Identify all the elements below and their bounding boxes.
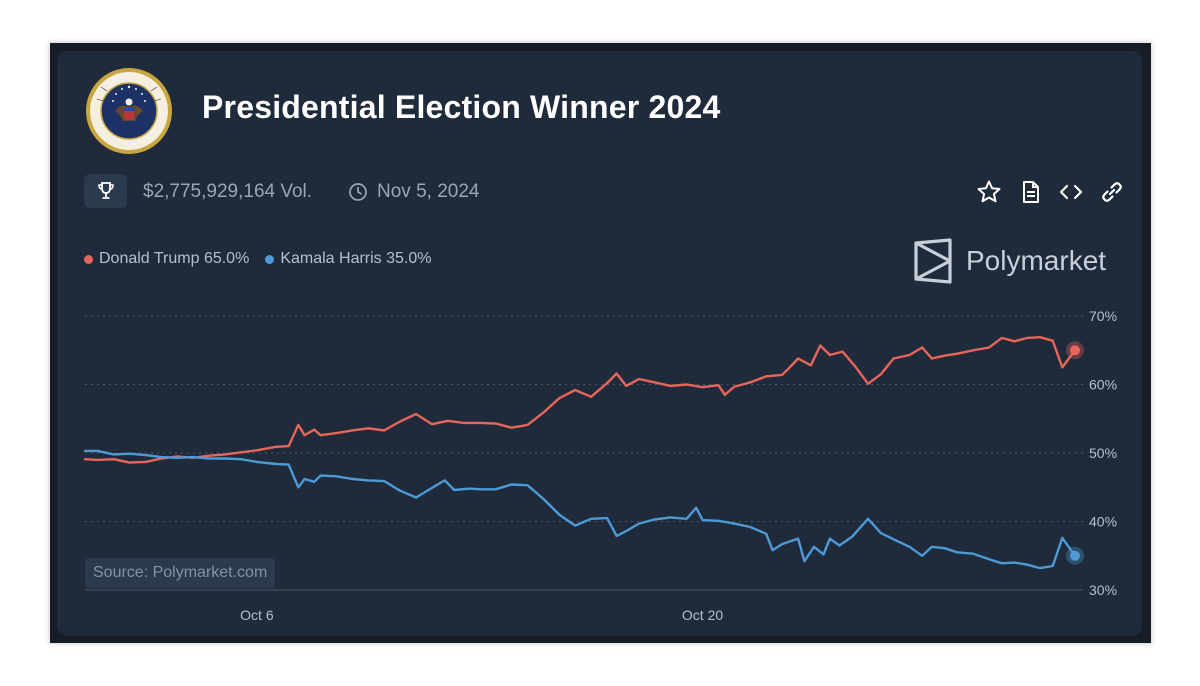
- end-marker-harris: [1070, 550, 1080, 561]
- volume-badge: [84, 174, 127, 208]
- chart-legend: Donald Trump 65.0% Kamala Harris 35.0%: [84, 250, 447, 268]
- page-title: Presidential Election Winner 2024: [202, 89, 721, 125]
- polymarket-logo-icon: [914, 238, 952, 284]
- brand-name: Polymarket: [966, 245, 1107, 276]
- series-line-trump: [83, 336, 1077, 464]
- brand-logo: Polymarket: [912, 236, 1106, 286]
- y-tick-label: 70%: [1089, 308, 1117, 324]
- market-card: Presidential Election Winner 2024 $2,775…: [57, 51, 1142, 636]
- document-icon[interactable]: [1018, 179, 1044, 205]
- y-tick-label: 30%: [1089, 582, 1117, 598]
- source-label: Source: Polymarket.com: [85, 558, 276, 588]
- embed-code-icon[interactable]: [1058, 179, 1084, 205]
- y-tick-label: 50%: [1089, 445, 1117, 461]
- end-date-text: Nov 5, 2024: [377, 181, 480, 202]
- x-tick-label: Oct 20: [682, 607, 723, 623]
- legend-label-harris: Kamala Harris 35.0%: [280, 250, 432, 267]
- link-icon[interactable]: [1099, 179, 1125, 205]
- legend-dot-trump: [84, 254, 93, 264]
- clock-icon: [349, 183, 367, 201]
- end-marker-trump: [1070, 345, 1080, 356]
- volume-text: $2,775,929,164 Vol.: [143, 181, 313, 202]
- y-tick-label: 40%: [1089, 514, 1117, 530]
- legend-label-trump: Donald Trump 65.0%: [99, 250, 250, 267]
- star-icon[interactable]: [976, 179, 1002, 205]
- presidential-seal-icon: [86, 68, 172, 154]
- y-tick-label: 60%: [1089, 377, 1117, 393]
- legend-dot-harris: [265, 254, 275, 264]
- legend-item-trump[interactable]: Donald Trump 65.0%: [84, 250, 249, 268]
- price-history-chart: 30% 40% 50% 60% 70% Oct 6 Oct 20: [83, 308, 1117, 623]
- series-line-harris: [83, 449, 1077, 570]
- x-tick-label: Oct 6: [240, 607, 274, 623]
- legend-item-harris[interactable]: Kamala Harris 35.0%: [265, 250, 431, 268]
- trophy-icon: [97, 182, 114, 199]
